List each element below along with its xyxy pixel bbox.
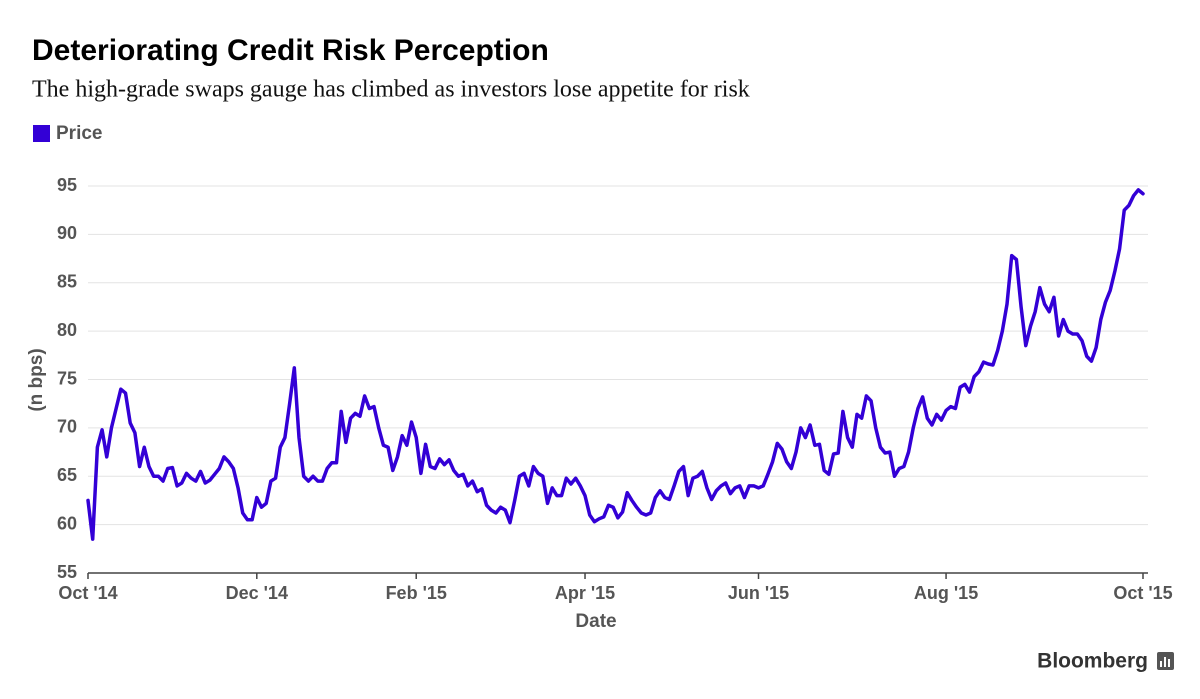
y-tick-label: 75 — [57, 368, 77, 388]
source-logo — [1157, 652, 1174, 670]
chart-title: Deteriorating Credit Risk Perception — [32, 34, 549, 67]
x-tick-label: Oct '15 — [1113, 583, 1172, 603]
x-tick-label: Oct '14 — [58, 583, 117, 603]
logo-bar — [1160, 661, 1162, 667]
x-tick-label: Apr '15 — [555, 583, 615, 603]
x-tick-label: Aug '15 — [914, 583, 978, 603]
y-tick-label: 60 — [57, 513, 77, 533]
y-tick-label: 90 — [57, 223, 77, 243]
y-tick-label: 80 — [57, 320, 77, 340]
y-tick-label: 55 — [57, 562, 77, 582]
y-tick-label: 65 — [57, 465, 77, 485]
x-tick-label: Dec '14 — [226, 583, 288, 603]
legend-label: Price — [56, 123, 102, 144]
x-tick-label: Feb '15 — [386, 583, 447, 603]
y-tick-label: 70 — [57, 417, 77, 437]
legend-swatch — [33, 125, 50, 142]
logo-bar — [1164, 657, 1166, 667]
y-tick-label: 95 — [57, 175, 77, 195]
source: Bloomberg — [1037, 650, 1148, 673]
y-tick-label: 85 — [57, 272, 77, 292]
logo-bar — [1168, 659, 1170, 667]
y-axis-label: (n bps) — [26, 348, 47, 411]
x-tick-label: Jun '15 — [728, 583, 789, 603]
price-line — [86, 188, 1145, 541]
x-axis-label: Date — [575, 611, 616, 632]
chart-subtitle: The high-grade swaps gauge has climbed a… — [32, 77, 750, 103]
